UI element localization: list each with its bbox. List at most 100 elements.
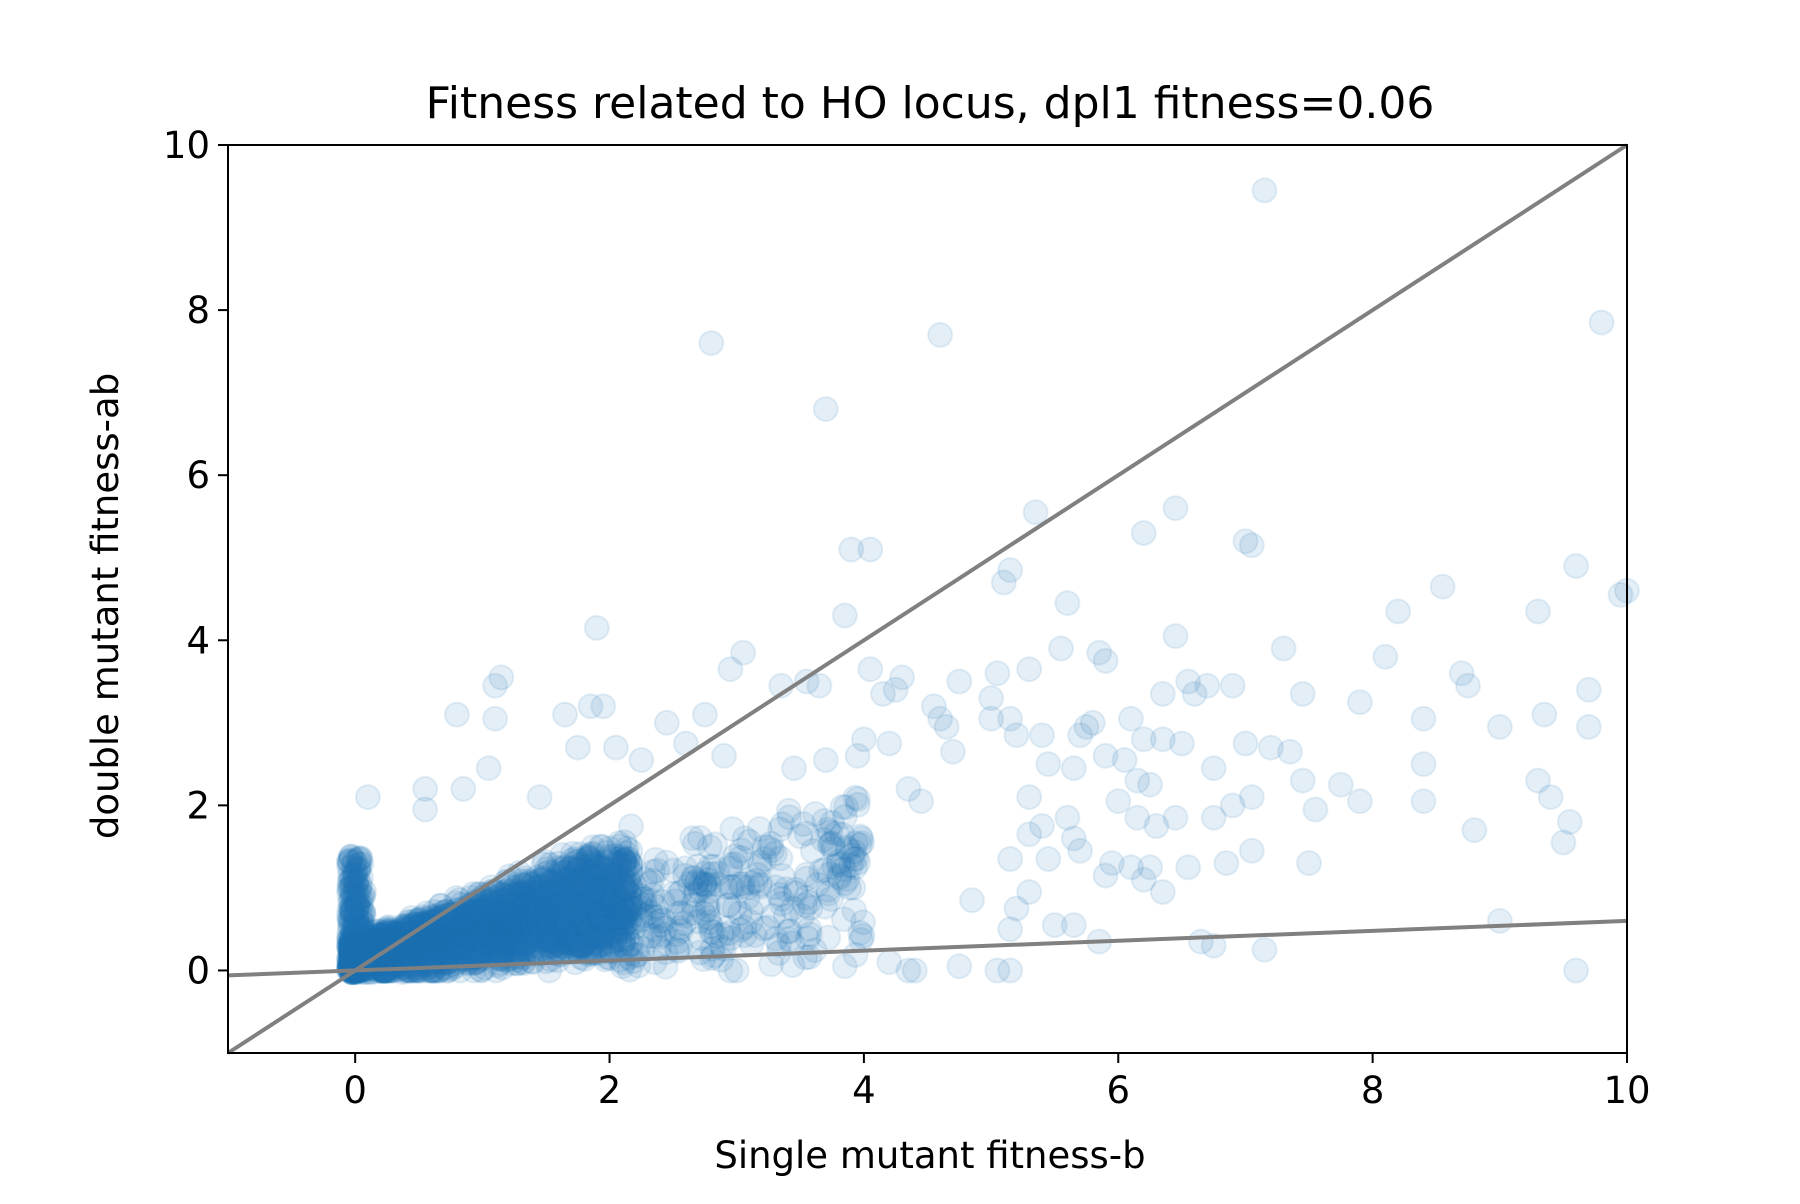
- data-point: [372, 953, 399, 980]
- data-point: [341, 936, 368, 962]
- data-point: [685, 853, 712, 880]
- data-point: [1016, 784, 1043, 811]
- data-point: [338, 939, 365, 966]
- data-point: [532, 933, 559, 960]
- data-point: [608, 909, 635, 935]
- data-point: [1149, 726, 1176, 753]
- data-point: [396, 938, 423, 965]
- data-point: [1137, 771, 1164, 798]
- data-point: [344, 931, 371, 958]
- data-point: [373, 917, 400, 944]
- data-point: [430, 922, 457, 949]
- data-point: [524, 864, 551, 891]
- data-point: [479, 907, 505, 933]
- data-point: [574, 880, 601, 907]
- data-point: [353, 929, 380, 956]
- data-point: [565, 856, 592, 883]
- data-point: [711, 742, 737, 769]
- data-point: [345, 933, 372, 959]
- data-point: [341, 934, 368, 961]
- data-point: [427, 919, 454, 946]
- data-point: [1054, 590, 1081, 617]
- data-point: [570, 930, 597, 957]
- data-point: [564, 877, 591, 904]
- data-point: [812, 747, 839, 773]
- data-point: [507, 916, 534, 943]
- data-point: [338, 937, 365, 964]
- data-point: [1410, 788, 1437, 815]
- data-point: [461, 907, 488, 934]
- data-point: [389, 959, 416, 986]
- data-point: [558, 855, 585, 882]
- data-point: [585, 908, 612, 935]
- data-point: [339, 942, 366, 968]
- data-point: [1162, 804, 1189, 831]
- data-point: [343, 934, 370, 961]
- data-point: [695, 893, 722, 920]
- data-point: [338, 928, 365, 955]
- data-point: [554, 882, 581, 909]
- data-point: [558, 916, 585, 942]
- data-point: [374, 915, 400, 942]
- data-point: [775, 797, 802, 824]
- data-point: [583, 614, 610, 641]
- data-point: [565, 874, 592, 901]
- data-point: [560, 924, 587, 950]
- data-point: [374, 919, 401, 946]
- data-point: [344, 933, 371, 960]
- data-point: [349, 936, 376, 963]
- data-point: [347, 931, 374, 958]
- data-point: [445, 913, 472, 940]
- data-point: [544, 906, 571, 933]
- data-point: [882, 676, 909, 703]
- data-point: [428, 938, 455, 965]
- data-point: [1079, 709, 1106, 736]
- data-point: [474, 916, 501, 943]
- data-point: [603, 896, 630, 923]
- data-point: [1143, 813, 1170, 839]
- data-point: [432, 931, 459, 958]
- data-point: [1073, 713, 1100, 740]
- data-point: [434, 927, 461, 954]
- data-point: [361, 925, 388, 952]
- data-point: [454, 905, 481, 932]
- data-point: [347, 928, 374, 955]
- data-point: [1086, 639, 1113, 666]
- data-point: [554, 923, 581, 950]
- data-point: [341, 942, 368, 969]
- data-point: [1067, 722, 1094, 749]
- data-point: [1525, 598, 1551, 625]
- data-point: [615, 845, 642, 872]
- data-point: [550, 926, 577, 953]
- data-point: [537, 878, 564, 905]
- data-point: [818, 886, 845, 912]
- data-point: [1238, 784, 1265, 811]
- data-point: [729, 871, 756, 897]
- data-point: [1531, 701, 1558, 728]
- data-point: [465, 913, 491, 940]
- data-point: [459, 909, 486, 936]
- data-point: [527, 872, 554, 899]
- y-tick-label: 2: [186, 784, 210, 827]
- data-point: [543, 874, 569, 901]
- data-point: [750, 915, 777, 942]
- data-point: [895, 957, 922, 984]
- data-point: [412, 929, 439, 955]
- data-point: [616, 930, 643, 957]
- data-point: [515, 904, 542, 931]
- data-point: [351, 935, 377, 962]
- data-point: [451, 930, 478, 957]
- data-point: [603, 922, 630, 949]
- data-point: [530, 899, 556, 926]
- data-point: [577, 693, 604, 720]
- data-point: [546, 925, 573, 952]
- data-point: [338, 930, 365, 957]
- data-point: [541, 886, 568, 913]
- data-point: [1016, 879, 1043, 905]
- data-point: [557, 855, 584, 882]
- data-point: [524, 874, 551, 901]
- data-point: [1219, 672, 1246, 699]
- data-point: [442, 921, 469, 948]
